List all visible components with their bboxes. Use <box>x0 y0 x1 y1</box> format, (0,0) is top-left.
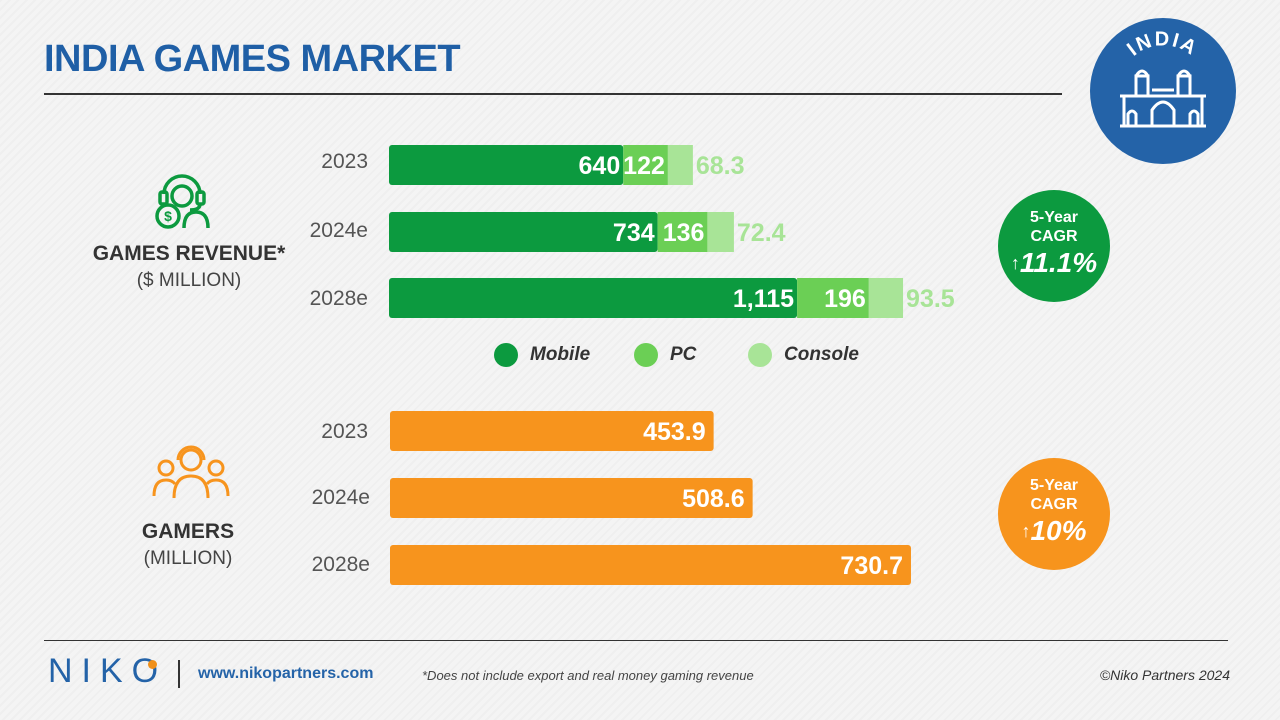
legend-swatch-mobile <box>494 343 518 367</box>
revenue-bar-mobile-2 <box>389 278 798 318</box>
legend-label-pc: PC <box>670 344 697 365</box>
revenue-bar-console-2 <box>868 278 904 318</box>
revenue-label: GAMES REVENUE* ($ MILLION) <box>80 242 298 292</box>
revenue-cagr-line2: CAGR <box>1030 228 1078 245</box>
gamers-unit: (MILLION) <box>143 548 233 569</box>
revenue-heading: GAMES REVENUE* <box>92 242 286 265</box>
gamers-year-label-2: 2028e <box>311 553 370 576</box>
svg-text:$: $ <box>164 208 172 224</box>
revenue-bar-mobile-0 <box>389 145 624 185</box>
gamers-heading: GAMERS <box>141 520 235 543</box>
title-divider <box>44 93 1062 95</box>
revenue-label-console-2: 93.5 <box>906 285 955 313</box>
revenue-label-pc-1: 136 <box>663 219 705 247</box>
legend-mobile: Mobile <box>494 343 590 367</box>
gamers-label-2: 730.7 <box>840 552 903 580</box>
revenue-label-pc-2: 196 <box>824 285 866 313</box>
revenue-label-mobile-0: 640 <box>579 152 621 180</box>
revenue-year-label-1: 2024e <box>309 219 368 242</box>
legend-swatch-console <box>748 343 772 367</box>
gamers-label-1: 508.6 <box>682 485 745 513</box>
gateway-monument-icon <box>1120 69 1206 128</box>
legend-console: Console <box>748 343 859 367</box>
revenue-cagr-arrow-icon: ↑ <box>1010 253 1020 273</box>
revenue-bar-mobile-1 <box>389 212 658 252</box>
legend-label-mobile: Mobile <box>530 344 591 365</box>
gamers-cagr-value: 10% <box>1030 515 1087 546</box>
gamers-group-icon <box>152 444 230 505</box>
gamers-bar-0 <box>390 411 714 451</box>
revenue-cagr-line1: 5-Year <box>1029 209 1079 226</box>
copyright: ©Niko Partners 2024 <box>1099 667 1230 683</box>
gamers-cagr-line1: 5-Year <box>1029 477 1079 494</box>
legend-pc: PC <box>634 343 696 367</box>
gamers-year-label-0: 2023 <box>321 420 368 443</box>
gamers-cagr-badge: 5-Year CAGR ↑10% <box>998 458 1110 570</box>
footer-divider <box>44 640 1228 641</box>
revenue-bar-pc-1 <box>657 212 708 252</box>
revenue-bar-console-1 <box>707 212 734 252</box>
gamers-year-label-1: 2024e <box>311 486 370 509</box>
legend-swatch-pc <box>634 343 658 367</box>
revenue-cagr-badge: 5-Year CAGR ↑11.1% <box>998 190 1110 302</box>
logo-dot-icon <box>148 660 157 669</box>
revenue-label-console-0: 68.3 <box>696 152 745 180</box>
gamers-bar-1 <box>390 478 753 518</box>
gamers-cagr-line2: CAGR <box>1030 496 1078 513</box>
revenue-label-console-1: 72.4 <box>737 219 786 247</box>
gamers-label-0: 453.9 <box>643 418 706 446</box>
legend-label-console: Console <box>784 344 859 365</box>
revenue-cagr-value: 11.1% <box>1019 247 1098 278</box>
page-title: INDIA GAMES MARKET <box>44 38 461 80</box>
niko-logo: NIKO <box>48 652 168 690</box>
revenue-bar-pc-0 <box>623 145 668 185</box>
revenue-headset-icon: $ <box>150 166 214 235</box>
gamers-label: GAMERS (MILLION) <box>108 520 268 570</box>
revenue-bar-console-0 <box>667 145 693 185</box>
gamers-cagr-arrow-icon: ↑ <box>1021 521 1031 541</box>
revenue-label-mobile-1: 734 <box>613 219 655 247</box>
revenue-label-mobile-2: 1,115 <box>733 285 794 313</box>
revenue-year-label-2: 2028e <box>309 287 368 310</box>
revenue-year-label-0: 2023 <box>321 150 368 173</box>
website-link[interactable]: www.nikopartners.com <box>198 665 374 682</box>
gamers-bar-2 <box>390 545 911 585</box>
revenue-unit: ($ MILLION) <box>136 270 242 291</box>
india-badge: INDIA <box>1090 18 1236 164</box>
revenue-label-pc-0: 122 <box>623 152 665 180</box>
footnote: *Does not include export and real money … <box>422 668 754 683</box>
revenue-bar-pc-2 <box>797 278 869 318</box>
footer-separator <box>178 660 180 688</box>
